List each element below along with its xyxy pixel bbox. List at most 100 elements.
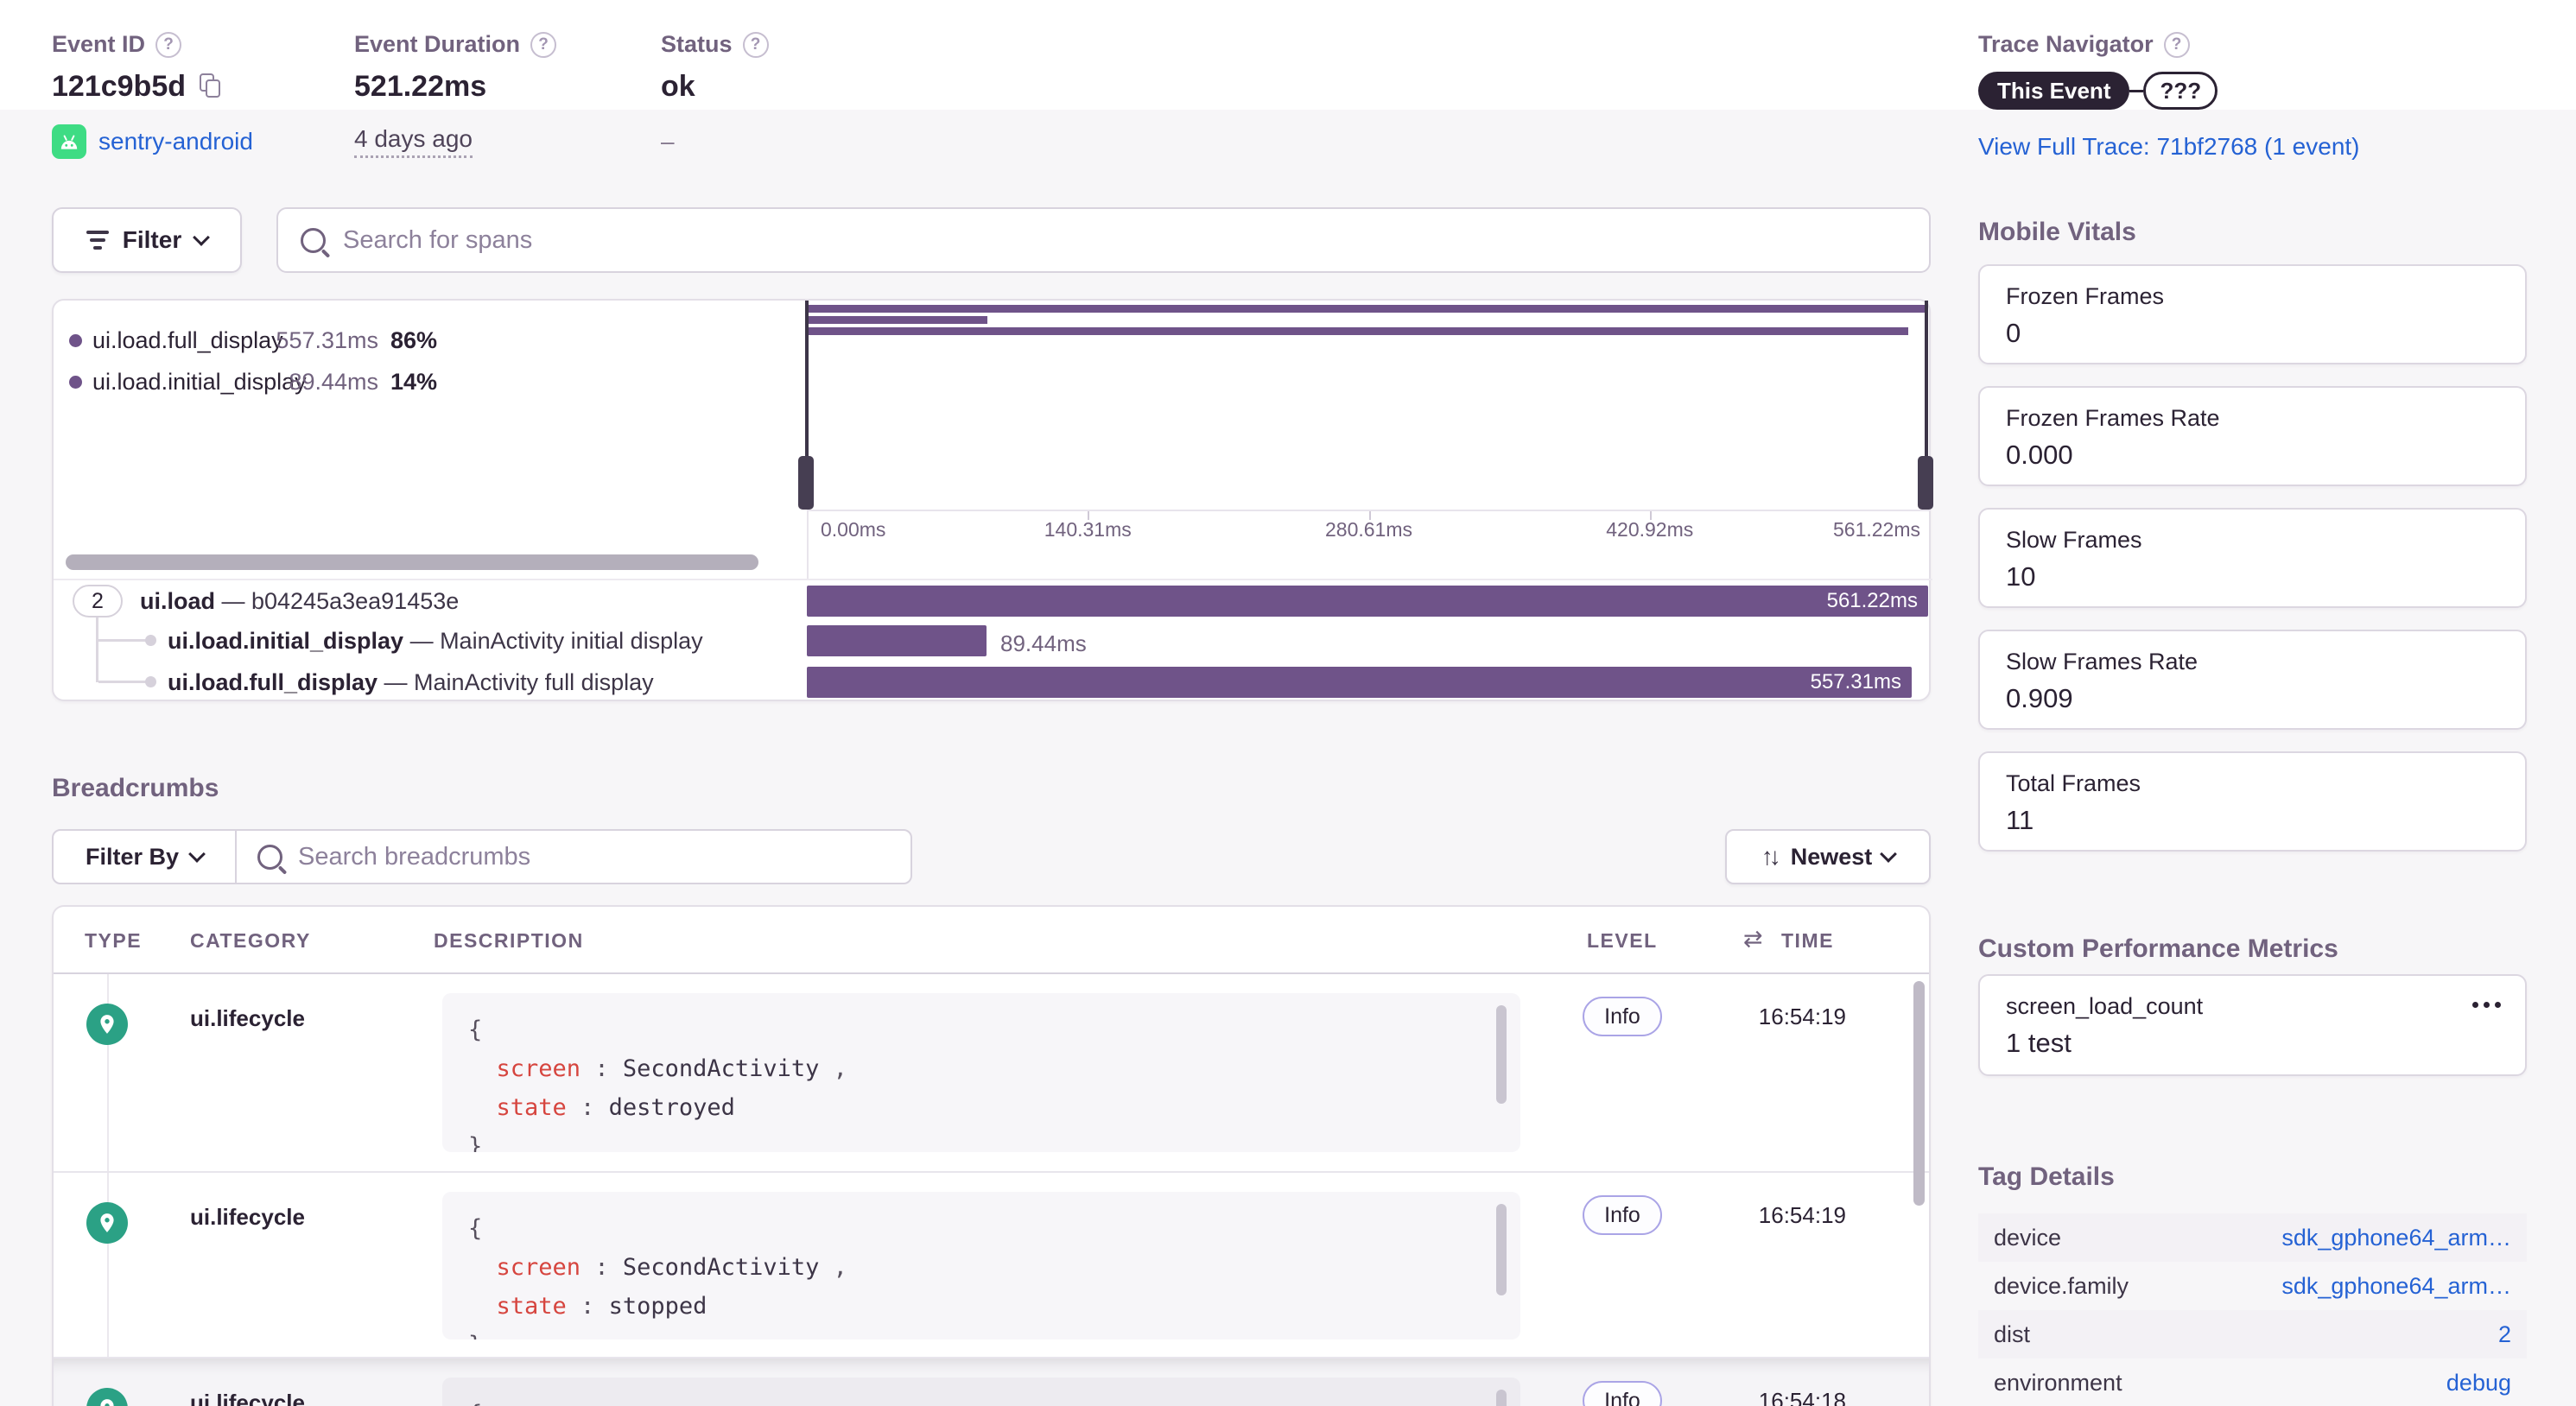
horizontal-scrollbar-thumb[interactable] (66, 554, 758, 570)
filter-icon (86, 231, 109, 250)
chevron-down-icon (193, 228, 211, 246)
help-icon[interactable]: ? (742, 31, 769, 58)
description-scrollbar-thumb[interactable] (1496, 1204, 1507, 1295)
breadcrumb-search-inputwrap (237, 841, 910, 872)
options-ellipsis-button[interactable] (2472, 1002, 2501, 1008)
span-duration: 557.31ms (276, 326, 378, 353)
vital-value: 0.909 (2006, 683, 2073, 713)
breadcrumb-description-code[interactable]: { screen : SecondActivity , state : stop… (442, 1192, 1520, 1340)
breadcrumb-row: ui.lifecycle { screen : SecondActivity , … (54, 1171, 1929, 1357)
span-tree-row[interactable]: 2 ui.load — b04245a3ea91453e 561.22ms (54, 579, 1932, 620)
breadcrumb-description-code[interactable]: { screen : SecondActivity , state : dest… (442, 993, 1520, 1152)
event-duration-field: Event Duration ? 521.22ms 4 days ago (354, 31, 557, 160)
breadcrumb-row: ui.lifecycle {Info 16:54:18 (54, 1357, 1929, 1406)
breadcrumbs-table-header: TYPE CATEGORY DESCRIPTION LEVEL ⇄ TIME (54, 907, 1929, 974)
event-age: 4 days ago (354, 125, 473, 158)
unknown-trace-pill[interactable]: ??? (2143, 72, 2218, 110)
minimap-right-handle[interactable] (1918, 456, 1933, 510)
vital-card-slow-frames-rate[interactable]: Slow Frames Rate 0.909 (1978, 630, 2527, 730)
vital-card-slow-frames[interactable]: Slow Frames 10 (1978, 508, 2527, 608)
span-children-badge[interactable]: 2 (73, 585, 123, 618)
axis-tick-label: 140.31ms (1044, 518, 1132, 541)
axis-tick-label: 561.22ms (1832, 518, 1920, 541)
tag-value-link[interactable]: 2 (2497, 1320, 2511, 1347)
event-id-value-row: 121c9b5d (52, 68, 253, 104)
help-icon[interactable]: ? (155, 31, 182, 58)
column-header-level: LEVEL (1587, 929, 1658, 952)
trace-connector-line (2129, 89, 2144, 92)
view-full-trace-row: View Full Trace: 71bf2768 (1 event) (1978, 129, 2360, 165)
column-header-type: TYPE (85, 929, 143, 952)
metric-name: screen_load_count (2006, 993, 2204, 1019)
minimap-left-handle[interactable] (798, 456, 814, 510)
project-row: sentry-android (52, 124, 253, 160)
event-id-label-row: Event ID ? (52, 31, 253, 58)
location-pin-icon (86, 1388, 128, 1406)
span-tree-label: ui.load.full_display — MainActivity full… (168, 669, 654, 695)
tag-value-link[interactable]: sdk_gphone64_arm… (2281, 1224, 2511, 1251)
span-duration-bar[interactable]: 561.22ms (807, 586, 1928, 617)
description-scrollbar-thumb[interactable] (1496, 1005, 1507, 1104)
span-bar-duration-label: 561.22ms (1826, 589, 1918, 612)
description-scrollbar-thumb[interactable] (1496, 1390, 1507, 1406)
vital-label: Frozen Frames Rate (2006, 405, 2220, 431)
tag-row-device-family: device.family sdk_gphone64_arm… (1978, 1262, 2527, 1310)
breadcrumb-filter-by-button[interactable]: Filter By (54, 831, 237, 883)
tag-key: device.family (1994, 1272, 2129, 1299)
tag-value-link[interactable]: sdk_gphone64_arm… (2281, 1272, 2511, 1299)
event-age-row: 4 days ago (354, 124, 556, 160)
span-legend-item[interactable]: ui.load.initial_display 89.44ms 14% (54, 363, 451, 401)
axis-tick-mark (1088, 511, 1090, 520)
custom-metrics-title: Custom Performance Metrics (1978, 934, 2338, 963)
vital-card-total-frames[interactable]: Total Frames 11 (1978, 751, 2527, 852)
span-waterfall-card: ui.load.full_display 557.31ms 86% ui.load.i… (52, 299, 1933, 703)
breadcrumb-sort-button[interactable]: ↑↓ Newest (1725, 829, 1931, 884)
breadcrumb-category: ui.lifecycle (190, 1390, 305, 1406)
copy-icon[interactable] (200, 73, 224, 99)
trace-navigator-label-row: Trace Navigator ? (1978, 31, 2360, 58)
span-color-dot (69, 333, 82, 347)
vital-label: Slow Frames (2006, 527, 2142, 553)
span-filter-button[interactable]: Filter (52, 207, 242, 273)
span-tree-row[interactable]: ui.load.initial_display — MainActivity i… (54, 620, 1932, 662)
status-http-dash: – (661, 128, 675, 155)
minimap-right-edge (1925, 301, 1928, 510)
metric-value: 1 test (2006, 1028, 2072, 1058)
span-tree-row[interactable]: ui.load.full_display — MainActivity full… (54, 662, 1932, 703)
vital-card-frozen-frames-rate[interactable]: Frozen Frames Rate 0.000 (1978, 386, 2527, 486)
span-duration-bar[interactable]: 557.31ms (807, 667, 1912, 698)
vital-card-frozen-frames[interactable]: Frozen Frames 0 (1978, 264, 2527, 364)
breadcrumb-search-input[interactable] (296, 841, 910, 872)
minimap-span-bar (809, 316, 987, 324)
sort-arrows-icon: ↑↓ (1761, 843, 1781, 870)
column-header-time[interactable]: TIME (1781, 929, 1834, 952)
status-field: Status ? ok – (661, 31, 769, 160)
help-icon[interactable]: ? (2163, 31, 2190, 58)
span-color-dot (69, 375, 82, 389)
status-sub-row: – (661, 124, 769, 160)
view-full-trace-link[interactable]: View Full Trace: 71bf2768 (1 event) (1978, 133, 2360, 160)
vital-value: 0.000 (2006, 440, 2073, 470)
tag-row-environment: environment debug (1978, 1358, 2527, 1406)
span-duration-bar[interactable] (807, 625, 987, 656)
breadcrumb-category: ui.lifecycle (190, 1005, 305, 1031)
table-scrollbar-thumb[interactable] (1913, 981, 1925, 1206)
help-icon[interactable]: ? (530, 31, 557, 58)
span-duration: 89.44ms (289, 368, 378, 395)
tree-connector-dot (145, 676, 156, 687)
span-bar-duration-label: 89.44ms (1000, 630, 1087, 656)
span-search-input[interactable] (341, 225, 1929, 256)
breadcrumb-description-code[interactable]: { (442, 1378, 1520, 1406)
tag-key: dist (1994, 1320, 2031, 1347)
span-legend-item[interactable]: ui.load.full_display 557.31ms 86% (54, 321, 451, 359)
tag-value-link[interactable]: debug (2446, 1369, 2511, 1396)
axis-tick-label: 280.61ms (1324, 518, 1413, 541)
axis-tick-label: 420.92ms (1606, 518, 1694, 541)
sort-icon[interactable]: ⇄ (1743, 926, 1763, 952)
span-op-name: ui.load.initial_display (92, 368, 307, 395)
project-link[interactable]: sentry-android (98, 128, 253, 155)
this-event-pill[interactable]: This Event (1978, 72, 2130, 110)
span-search-box (276, 207, 1931, 273)
span-tree-label: ui.load.initial_display — MainActivity i… (168, 628, 703, 654)
